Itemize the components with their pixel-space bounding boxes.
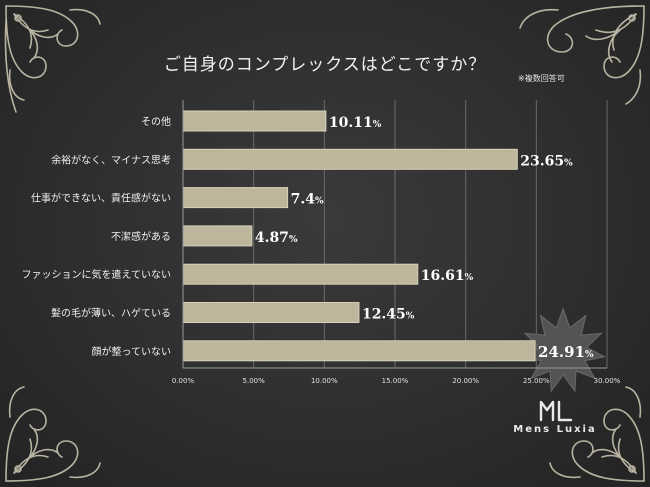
bar	[182, 302, 360, 323]
starburst-highlight	[520, 307, 607, 393]
bar	[182, 225, 253, 247]
logo-text: Mens Luxia	[513, 424, 597, 435]
bar	[182, 263, 419, 285]
corner-ornament-bottom-right	[549, 386, 645, 482]
x-tick-label: 30.00%	[594, 377, 621, 385]
value-label: 7.4%	[291, 192, 324, 208]
x-tick-label: 25.00%	[523, 377, 550, 385]
corner-ornament-bottom-left	[5, 386, 101, 482]
chart-title: ご自身のコンプレックスはどこですか？	[163, 55, 487, 75]
chart-note: ※複数回答可	[518, 74, 565, 83]
bar	[182, 187, 289, 209]
value-label: 12.45%	[362, 307, 415, 323]
bar	[182, 110, 327, 132]
category-label: 仕事ができない、責任感がない	[31, 192, 171, 205]
bar	[182, 148, 518, 170]
corner-ornament-top-right	[519, 5, 645, 105]
category-label: ファッションに気を遣えていない	[22, 268, 172, 281]
value-label: 4.87%	[255, 230, 298, 246]
category-label: 髪の毛が薄い、ハゲている	[51, 307, 171, 320]
logo-mark-icon	[539, 400, 573, 422]
value-label: 16.61%	[421, 268, 474, 284]
category-label: 顔が整っていない	[92, 345, 172, 358]
x-tick-label: 0.00%	[172, 377, 195, 385]
category-label: 不潔感がある	[111, 230, 171, 243]
value-label: 10.11%	[329, 115, 382, 131]
x-tick-label: 10.00%	[311, 377, 338, 385]
value-label: 23.65%	[520, 153, 573, 169]
x-tick-label: 15.00%	[382, 377, 409, 385]
value-label: 24.91%	[538, 343, 594, 361]
corner-ornament-top-left	[4, 5, 101, 113]
brand-logo: Mens Luxia	[505, 398, 605, 440]
x-tick-label: 5.00%	[243, 377, 266, 385]
category-label: その他	[141, 115, 171, 128]
bar	[182, 340, 536, 362]
x-tick-label: 20.00%	[452, 377, 479, 385]
category-label: 余裕がなく、マイナス思考	[51, 153, 171, 166]
